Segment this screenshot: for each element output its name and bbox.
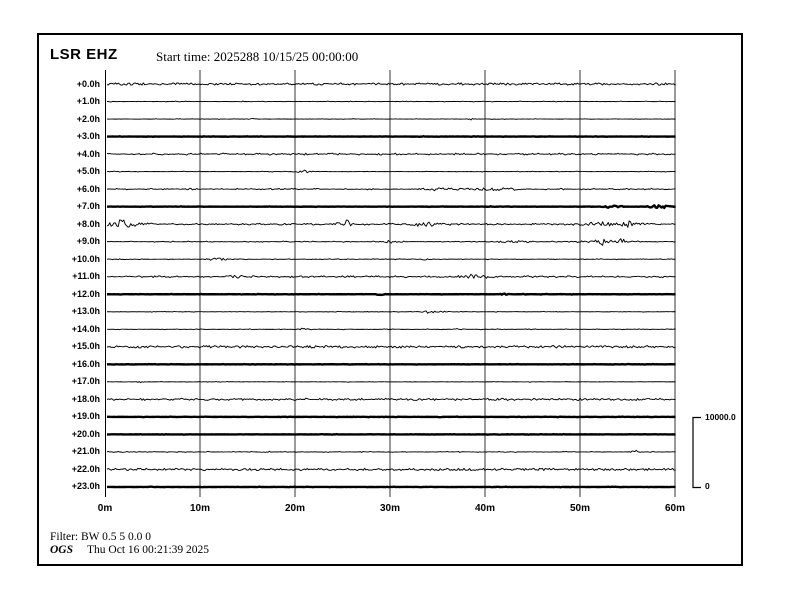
x-tick-label: 20m	[284, 503, 305, 514]
row-label: +6.0h	[76, 183, 100, 194]
row-label: +1.0h	[76, 96, 100, 107]
trace-row	[106, 219, 676, 228]
trace-row	[106, 449, 676, 453]
trace-row	[106, 345, 676, 349]
row-label: +13.0h	[71, 306, 100, 317]
scale-max-label: 10000.0	[705, 412, 736, 422]
x-tick-label: 50m	[569, 503, 590, 514]
trace-row	[106, 415, 676, 419]
row-label: +17.0h	[71, 376, 100, 387]
trace-row	[106, 380, 676, 384]
render-timestamp: Thu Oct 16 00:21:39 2025	[87, 544, 210, 556]
row-label: +18.0h	[71, 393, 100, 404]
row-label: +7.0h	[76, 201, 100, 212]
row-label: +22.0h	[71, 463, 100, 474]
trace-row	[106, 310, 676, 314]
row-label: +9.0h	[76, 236, 100, 247]
row-label: +11.0h	[72, 271, 100, 282]
trace-row	[106, 327, 676, 331]
row-label: +20.0h	[71, 428, 100, 439]
x-tick-label: 30m	[379, 503, 400, 514]
trace-row	[106, 100, 676, 103]
row-label: +2.0h	[76, 113, 100, 124]
trace-row	[106, 257, 676, 261]
trace-row	[106, 169, 676, 174]
row-label: +19.0h	[71, 411, 100, 422]
trace-row	[106, 135, 676, 139]
row-label: +8.0h	[76, 218, 100, 229]
start-time-label: Start time: 2025288 10/15/25 00:00:00	[156, 49, 359, 64]
scale-min-label: 0	[705, 481, 710, 491]
row-label: +15.0h	[71, 341, 100, 352]
trace-row	[106, 467, 676, 472]
credit-line: OGS Thu Oct 16 00:21:39 2025	[50, 544, 209, 556]
x-tick-label: 10m	[189, 503, 210, 514]
row-label: +10.0h	[71, 253, 100, 264]
scale-bracket	[692, 416, 701, 489]
trace-row	[106, 117, 676, 121]
ogs-credit: OGS	[50, 544, 74, 556]
row-label: +21.0h	[71, 446, 100, 457]
x-tick-label: 0m	[97, 503, 113, 514]
x-tick-label: 40m	[474, 503, 495, 514]
trace-row	[106, 397, 676, 401]
trace-row	[106, 292, 676, 297]
row-label: +4.0h	[76, 148, 100, 159]
row-label: +0.0h	[76, 78, 100, 89]
station-title: LSR EHZ	[50, 46, 118, 63]
trace-row	[106, 362, 676, 366]
trace-row	[106, 273, 676, 279]
row-label: +3.0h	[76, 131, 100, 142]
row-label: +14.0h	[71, 323, 100, 334]
trace-row	[106, 152, 676, 156]
row-label: +16.0h	[71, 358, 100, 369]
trace-row	[106, 82, 676, 86]
filter-info: Filter: BW 0.5 5 0.0 0	[50, 531, 152, 543]
row-label: +12.0h	[71, 288, 100, 299]
trace-row	[106, 238, 676, 246]
trace-row	[106, 485, 676, 489]
row-label: +5.0h	[76, 166, 100, 177]
trace-row	[106, 204, 676, 210]
x-tick-label: 60m	[664, 503, 685, 514]
trace-row	[106, 432, 676, 436]
row-label: +23.0h	[71, 481, 100, 492]
trace-row	[106, 187, 676, 192]
